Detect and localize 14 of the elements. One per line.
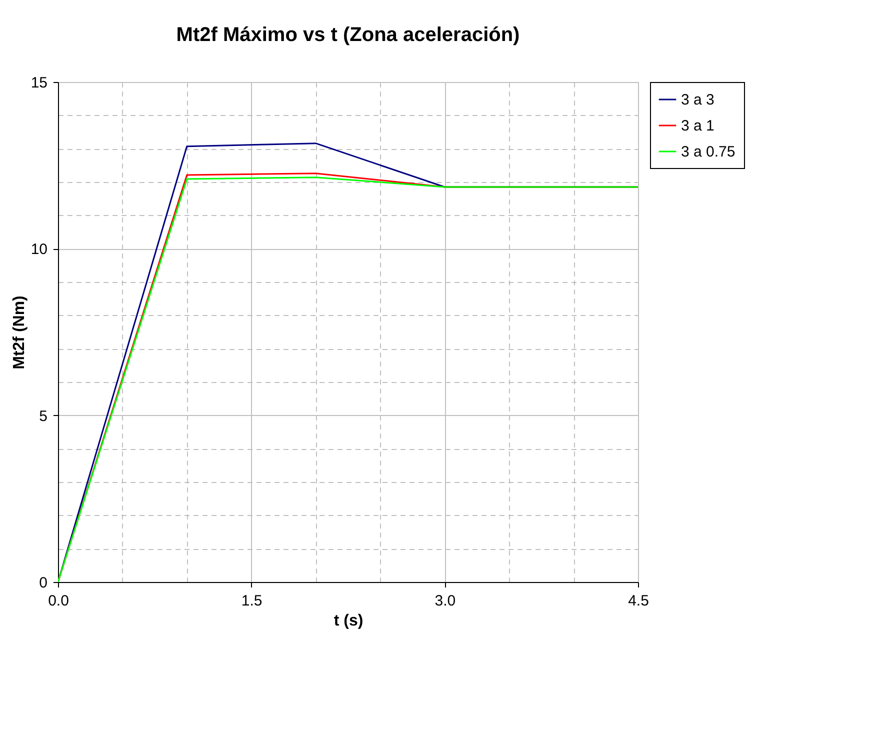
x-tick-label: 3.0 bbox=[434, 592, 456, 610]
y-tick-label: 0 bbox=[39, 574, 48, 592]
legend-label: 3 a 1 bbox=[681, 118, 714, 134]
x-tick-label: 0.0 bbox=[48, 592, 69, 610]
legend-label: 3 a 3 bbox=[681, 92, 714, 108]
x-tick-label: 1.5 bbox=[241, 592, 262, 610]
x-tick-label: 4.5 bbox=[628, 592, 649, 610]
x-axis-title: t (s) bbox=[334, 612, 364, 630]
legend-label: 3 a 0.75 bbox=[681, 144, 736, 160]
chart-title: Mt2f Máximo vs t (Zona aceleración) bbox=[176, 24, 520, 46]
y-tick-label: 5 bbox=[39, 408, 48, 425]
y-tick-label: 10 bbox=[30, 241, 48, 258]
y-tick-label: 15 bbox=[30, 74, 48, 92]
y-axis-title: Mt2f (Nm) bbox=[10, 296, 28, 370]
